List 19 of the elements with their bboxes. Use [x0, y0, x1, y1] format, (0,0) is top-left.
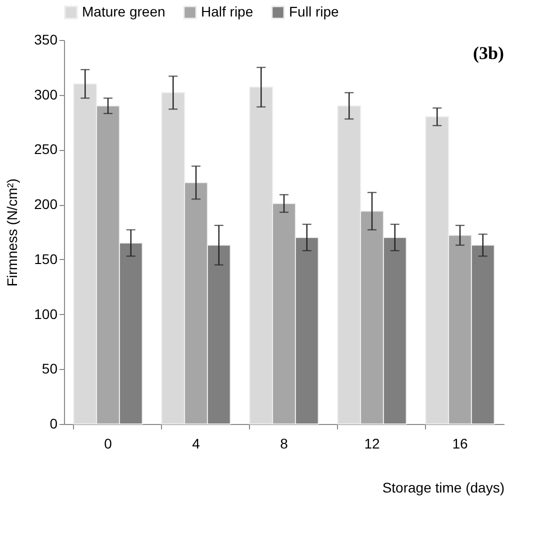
y-tick-label: 50	[42, 360, 58, 377]
x-tick-label: 0	[104, 436, 112, 452]
legend-label: Half ripe	[201, 3, 254, 20]
annotation: (3b)	[473, 43, 504, 63]
x-tick-label: 12	[364, 436, 380, 452]
legend-label: Full ripe	[289, 3, 340, 20]
x-tick-label: 4	[192, 436, 200, 452]
y-tick-label: 100	[34, 306, 58, 322]
legend-label: Mature green	[82, 3, 166, 20]
y-tick-label: 350	[34, 32, 58, 48]
x-axis-title: Storage time (days)	[382, 480, 504, 496]
y-tick-label: 250	[34, 141, 58, 158]
x-tick-label: 8	[280, 436, 288, 452]
y-tick-label: 0	[50, 416, 58, 432]
y-tick-label: 300	[34, 86, 58, 102]
x-tick-label: 16	[452, 436, 468, 452]
y-tick-label: 150	[34, 250, 58, 267]
y-axis-title: Firmness (N/cm²)	[4, 178, 20, 287]
y-tick-label: 200	[34, 196, 58, 212]
